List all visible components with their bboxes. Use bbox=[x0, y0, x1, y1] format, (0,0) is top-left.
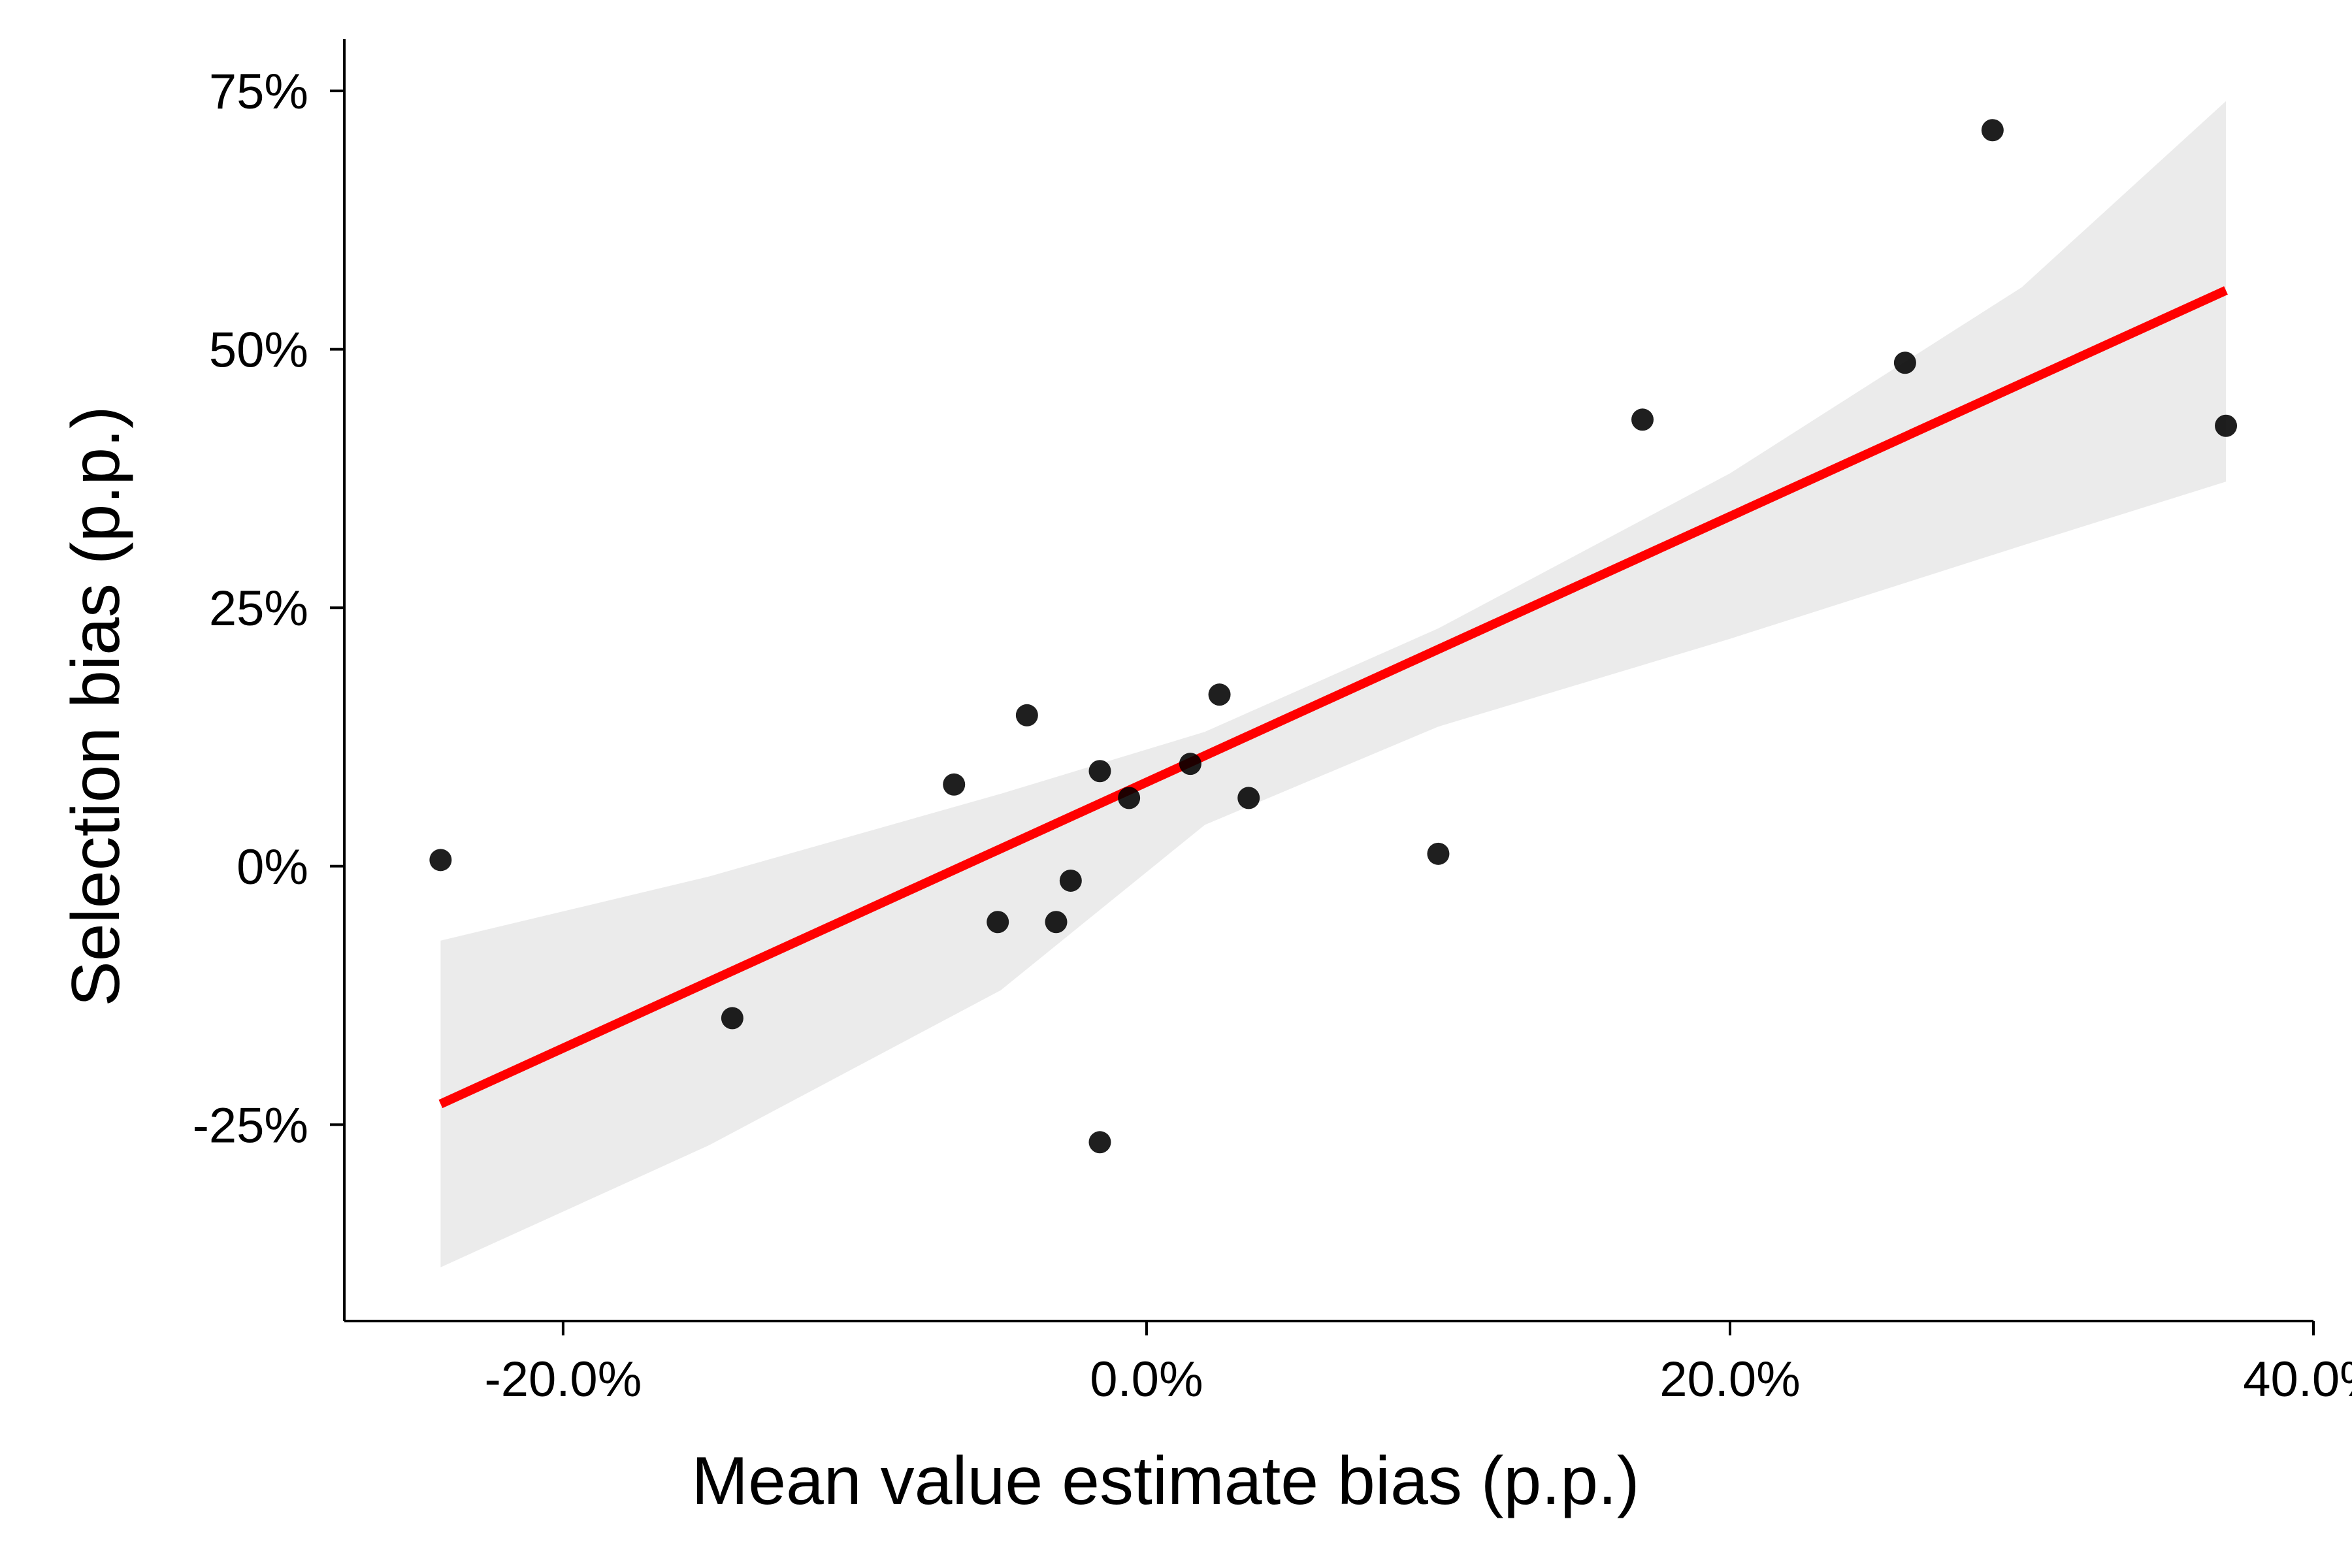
data-point bbox=[1088, 1131, 1111, 1154]
confidence-band-layer bbox=[440, 101, 2227, 1267]
data-point bbox=[429, 849, 452, 872]
data-point bbox=[1045, 911, 1068, 934]
axes-layer: -20.0% 0.0% 20.0% 40.0% -25% 0% 25% 50% 75% bbox=[193, 39, 2352, 1407]
data-point bbox=[1981, 119, 2004, 142]
data-point bbox=[1237, 787, 1260, 809]
data-point bbox=[1631, 408, 1654, 431]
y-axis-title: Selection bias (p.p.) bbox=[58, 406, 134, 1006]
data-point bbox=[1427, 842, 1450, 865]
x-tick-label: 40.0% bbox=[2243, 1352, 2352, 1407]
data-point bbox=[1208, 683, 1231, 706]
fit-line-layer bbox=[438, 286, 2228, 1109]
points-layer bbox=[429, 119, 2238, 1154]
x-tick-label: -20.0% bbox=[484, 1352, 642, 1407]
data-point bbox=[721, 1007, 743, 1030]
y-tick-label: 25% bbox=[209, 581, 308, 636]
y-tick-label: -25% bbox=[193, 1098, 308, 1153]
data-point bbox=[987, 911, 1009, 934]
data-point bbox=[1088, 760, 1111, 783]
data-point bbox=[1118, 787, 1141, 809]
data-point bbox=[2215, 414, 2238, 437]
y-tick-label: 75% bbox=[209, 64, 308, 120]
regression-line bbox=[438, 286, 2228, 1109]
data-point bbox=[1179, 753, 1201, 776]
data-point bbox=[1059, 869, 1082, 892]
y-tick-label: 0% bbox=[237, 840, 308, 895]
data-point bbox=[1015, 704, 1038, 727]
y-tick-label: 50% bbox=[209, 323, 308, 378]
data-point bbox=[1893, 351, 1916, 374]
x-axis-title: Mean value estimate bias (p.p.) bbox=[692, 1443, 1640, 1519]
x-tick-label: 0.0% bbox=[1090, 1352, 1203, 1407]
x-tick-label: 20.0% bbox=[1659, 1352, 1801, 1407]
confidence-band bbox=[440, 101, 2227, 1267]
data-point bbox=[943, 773, 966, 796]
